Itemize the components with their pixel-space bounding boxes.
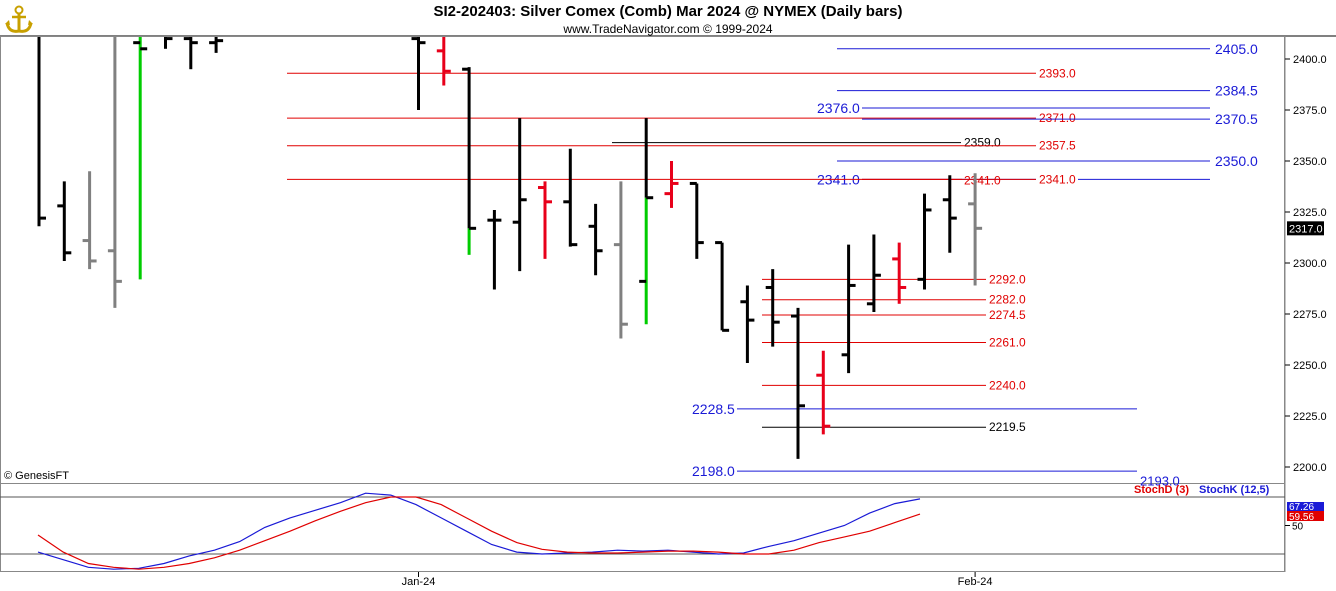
- level-label: 2193.0: [1140, 473, 1180, 488]
- level-label-bg: [986, 335, 1028, 350]
- last-price-box: [1287, 221, 1324, 236]
- level-label: 2376.0: [817, 100, 860, 116]
- level-label-bg: [1036, 172, 1078, 187]
- level-label: 2341.0: [1039, 172, 1076, 186]
- stochK-value-box: [1287, 502, 1324, 511]
- stoch-legend-d: StochD (3): [1134, 484, 1189, 496]
- level-label: 2359.0: [964, 136, 1001, 150]
- stoch-series-line: [37, 492, 921, 570]
- date-axis-tick-label: Jan-24: [402, 576, 436, 588]
- price-axis-tick-label: 2250.0: [1293, 360, 1327, 372]
- price-axis-tick-label: 2275.0: [1293, 309, 1327, 321]
- stoch-legend-k: StochK (12,5): [1199, 484, 1270, 496]
- level-label: 2370.5: [1215, 111, 1258, 127]
- level-label: 2240.0: [989, 378, 1026, 392]
- level-label-bg: [986, 292, 1028, 307]
- price-axis-tick-label: 2400.0: [1293, 54, 1327, 66]
- level-label: 2357.5: [1039, 139, 1076, 153]
- level-label-bg: [1036, 111, 1078, 126]
- level-label-bg: [986, 378, 1028, 393]
- level-label-bg: [986, 308, 1028, 323]
- stoch-series-line: [37, 496, 921, 570]
- ohlc-bars: [37, 37, 983, 459]
- price-axis-tick-label: 2225.0: [1293, 411, 1327, 423]
- level-label-bg: [986, 272, 1028, 287]
- price-axis-tick-label: 2300.0: [1293, 258, 1327, 270]
- support-resistance-levels: 2405.0 2393.0 2384.5 2376.0 2371.0 2370.5 2359…: [287, 41, 1258, 488]
- price-axis-tick-label: 2325.0: [1293, 207, 1327, 219]
- chart-title: SI2-202403: Silver Comex (Comb) Mar 2024…: [433, 3, 903, 20]
- chart-header: SI2-202403: Silver Comex (Comb) Mar 2024…: [0, 0, 1336, 36]
- stochK-value-label: 67.26: [1289, 502, 1314, 513]
- level-label-bg: [1036, 66, 1078, 81]
- date-axis: Jan-24 Feb-24: [402, 572, 993, 588]
- level-label: 2274.5: [989, 308, 1026, 322]
- price-axis: 2200.0 2225.0 2250.0 2275.0 2300.0 2325.0 2350…: [1285, 54, 1327, 474]
- level-label: 2228.5: [692, 401, 735, 417]
- level-label: 2261.0: [989, 336, 1026, 350]
- level-label: 2198.0: [692, 463, 735, 479]
- stoch-axis-tick-label: 50: [1292, 522, 1304, 533]
- level-label: 2341.0: [964, 173, 1001, 187]
- level-label: 2405.0: [1215, 41, 1258, 57]
- level-label: 2292.0: [989, 272, 1026, 286]
- level-label: 2384.5: [1215, 83, 1258, 99]
- level-label: 2350.0: [1215, 153, 1258, 169]
- stochD-value-label: 59.56: [1289, 512, 1314, 523]
- level-label-bg: [1036, 138, 1078, 153]
- price-axis-tick-label: 2350.0: [1293, 156, 1327, 168]
- chart-subtitle: www.TradeNavigator.com © 1999-2024: [563, 22, 773, 36]
- last-price-label: 2317.0: [1289, 223, 1323, 235]
- copyright-label: © GenesisFT: [4, 470, 69, 482]
- price-pane-frame: [0, 36, 1285, 484]
- level-label: 2371.0: [1039, 111, 1076, 125]
- stochD-value-box: [1287, 511, 1324, 521]
- level-label: 2282.0: [989, 293, 1026, 307]
- price-axis-tick-label: 2375.0: [1293, 105, 1327, 117]
- level-label-bg: [986, 420, 1028, 435]
- level-label: 2393.0: [1039, 66, 1076, 80]
- date-axis-tick-label: Feb-24: [958, 576, 993, 588]
- level-label: 2219.5: [989, 420, 1026, 434]
- price-axis-tick-label: 2200.0: [1293, 462, 1327, 474]
- anchor-logo-icon[interactable]: [3, 3, 35, 35]
